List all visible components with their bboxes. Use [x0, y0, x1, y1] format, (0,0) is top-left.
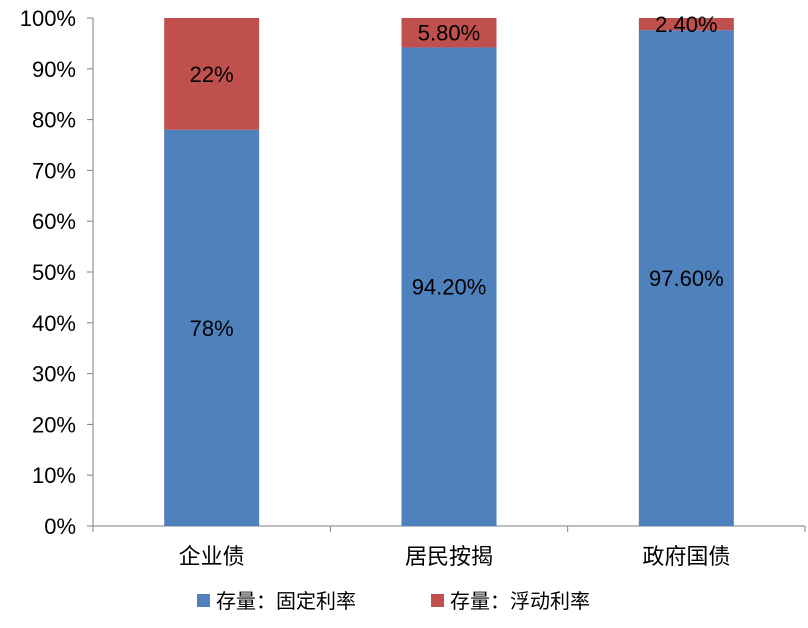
- legend-label: 存量：浮动利率: [450, 589, 590, 613]
- y-tick-label: 60%: [32, 209, 76, 234]
- data-labels: 78% 22% 94.20% 5.80% 97.60% 2.40%: [190, 12, 724, 341]
- y-tick-label: 40%: [32, 311, 76, 336]
- bar-segment: [401, 18, 497, 48]
- bar-segment: [638, 30, 734, 527]
- y-tick-label: 50%: [32, 260, 76, 285]
- data-label: 97.60%: [649, 266, 724, 291]
- data-label: 5.80%: [418, 21, 480, 46]
- y-tick-label: 10%: [32, 463, 76, 488]
- bar-segment: [164, 18, 260, 130]
- legend: 存量：固定利率 存量：浮动利率: [197, 589, 590, 613]
- y-tick-label: 90%: [32, 57, 76, 82]
- category-label: 政府国债: [642, 545, 730, 570]
- legend-swatch: [431, 594, 444, 607]
- y-tick-label: 80%: [32, 108, 76, 133]
- y-tick-label: 0%: [44, 514, 76, 539]
- legend-label: 存量：固定利率: [216, 589, 356, 613]
- bar-segment: [164, 129, 260, 526]
- bar-segment: [401, 47, 497, 527]
- bars: [164, 18, 734, 527]
- category-label: 企业债: [179, 545, 245, 570]
- y-tick-label: 20%: [32, 412, 76, 437]
- y-tick-label: 30%: [32, 362, 76, 387]
- category-label: 居民按揭: [405, 545, 493, 570]
- y-tick-label: 70%: [32, 158, 76, 183]
- data-label: 2.40%: [655, 12, 717, 37]
- x-axis: 企业债 居民按揭 政府国债: [92, 525, 806, 570]
- data-label: 94.20%: [412, 275, 487, 300]
- data-label: 78%: [190, 316, 234, 341]
- legend-swatch: [197, 594, 210, 607]
- bar-segment: [638, 18, 734, 31]
- y-axis: 0% 10% 20% 30% 40% 50% 60% 70% 80% 90% 100%: [20, 6, 94, 539]
- y-tick-label: 100%: [20, 6, 76, 31]
- data-label: 22%: [190, 62, 234, 87]
